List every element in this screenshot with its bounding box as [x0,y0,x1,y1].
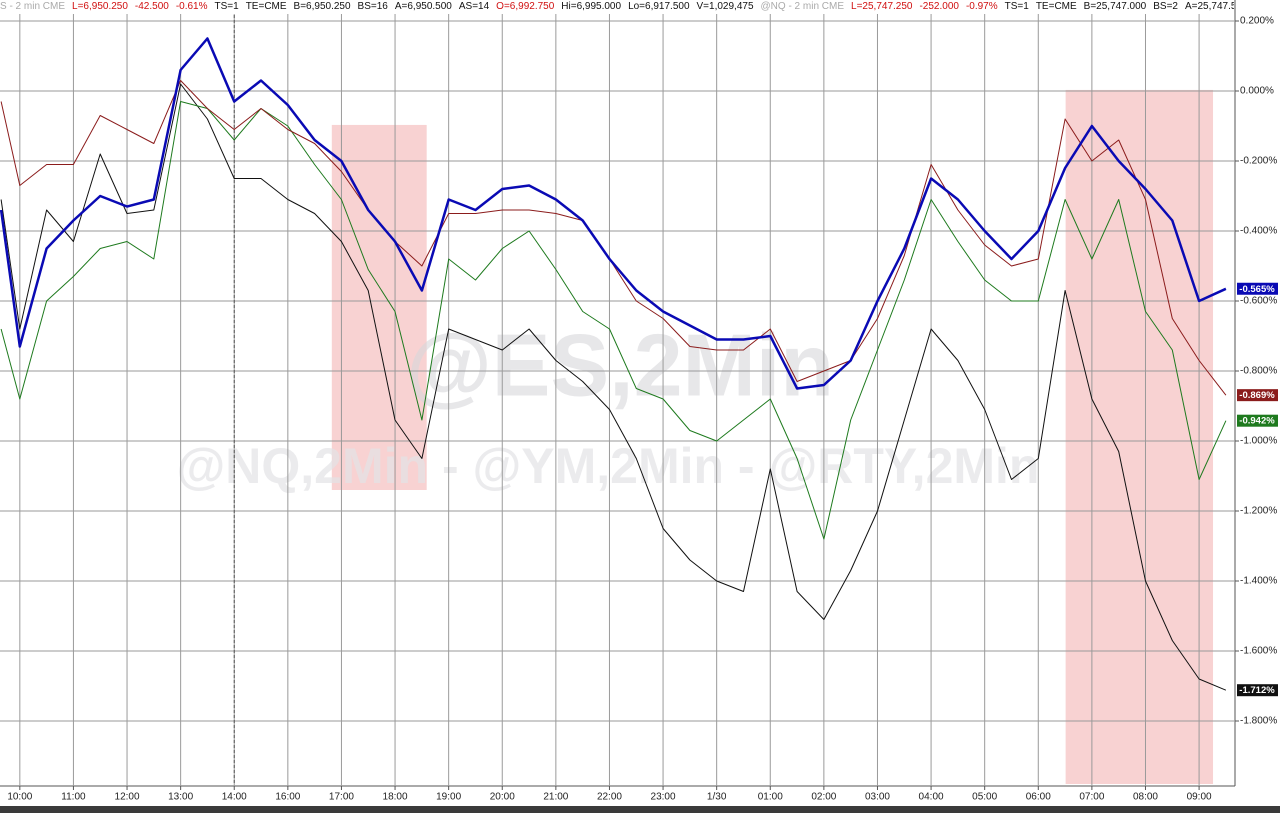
highlight-band [331,124,427,490]
x-tick-label: 08:00 [1133,792,1158,803]
header-field: -0.97% [965,1,998,12]
x-tick-label: 10:00 [7,792,32,803]
x-tick-label: 02:00 [811,792,836,803]
header-field: TE=CME [1035,1,1077,12]
header-field: -0.61% [175,1,208,12]
header-field: TS=1 [214,1,239,12]
header-field: @NQ - 2 min CME [760,1,845,12]
series-line [0,101,1227,540]
end-label-box [1237,684,1278,697]
header-field: BS=16 [357,1,388,12]
x-tick-label: 01:00 [758,792,783,803]
watermark: @NQ,2Min - @YM,2Min - @RTY,2Min [177,438,1040,494]
header-field: AS=14 [458,1,490,12]
y-tick-label: -1.000% [1240,436,1277,447]
y-tick-label: -0.600% [1240,296,1277,307]
series-line [0,37,1227,390]
y-tick-label: -0.200% [1240,156,1277,167]
end-label: -0.942% [1239,416,1275,427]
series-line [0,83,1227,691]
header-field: O=6,992.750 [496,1,555,12]
x-tick-label: 07:00 [1079,792,1104,803]
x-tick-label: 22:00 [597,792,622,803]
header-field: S - 2 min CME [0,1,66,12]
y-tick-label: -1.200% [1240,506,1277,517]
header-bar: S - 2 min CME L=6,950.250 -42.500 -0.61% TS=… [0,0,1234,14]
x-tick-label: 11:00 [61,792,86,803]
y-tick-label: -1.600% [1240,646,1277,657]
header-field: B=25,747.000 [1083,1,1147,12]
x-tick-label: 13:00 [168,792,193,803]
x-tick-label: 03:00 [865,792,890,803]
header-field: -252.000 [919,1,959,12]
end-label-box [1237,282,1278,295]
watermark: @ES,2Min [406,315,834,414]
x-tick-label: 20:00 [490,792,515,803]
x-tick-label: 16:00 [275,792,300,803]
bottom-bar [0,806,1280,813]
header-field: V=1,029,475 [696,1,754,12]
header-field: Lo=6,917.500 [628,1,690,12]
y-tick-label: -1.800% [1240,716,1277,727]
end-label-box [1237,389,1278,402]
x-tick-label: 06:00 [1026,792,1051,803]
header-field: B=6,950.250 [293,1,351,12]
header-field: L=6,950.250 [72,1,128,12]
end-label-box [1237,414,1278,427]
y-tick-label: -1.400% [1240,576,1277,587]
header-field: BS=2 [1153,1,1178,12]
x-tick-label: 23:00 [651,792,676,803]
x-tick-label: 12:00 [115,792,140,803]
x-tick-label: 21:00 [543,792,568,803]
x-tick-label: 17:00 [329,792,354,803]
header-field: -42.500 [134,1,169,12]
x-tick-label: 14:00 [222,792,247,803]
header-field: TS=1 [1004,1,1029,12]
header-field: TE=CME [245,1,287,12]
header-field: A=25,747.500 [1184,1,1234,12]
highlight-band [1065,89,1214,784]
x-tick-label: 04:00 [919,792,944,803]
y-tick-label: -0.400% [1240,226,1277,237]
plot-layer: @ES,2Min @NQ,2Min - @YM,2Min - @RTY,2Min [0,0,1235,786]
x-tick-label: 09:00 [1187,792,1212,803]
y-tick-label: 0.200% [1240,16,1274,27]
x-tick-label: 1/30 [707,792,727,803]
end-label: -0.869% [1239,390,1275,401]
end-label: -1.712% [1239,685,1275,696]
y-tick-label: -0.800% [1240,366,1277,377]
header-field: L=25,747.250 [851,1,913,12]
y-tick-label: 0.000% [1240,86,1274,97]
x-tick-label: 19:00 [436,792,461,803]
x-tick-label: 05:00 [972,792,997,803]
header-field: A=6,950.500 [394,1,452,12]
header-field: Hi=6,995.000 [561,1,622,12]
x-tick-label: 18:00 [383,792,408,803]
end-label: -0.565% [1239,284,1275,295]
